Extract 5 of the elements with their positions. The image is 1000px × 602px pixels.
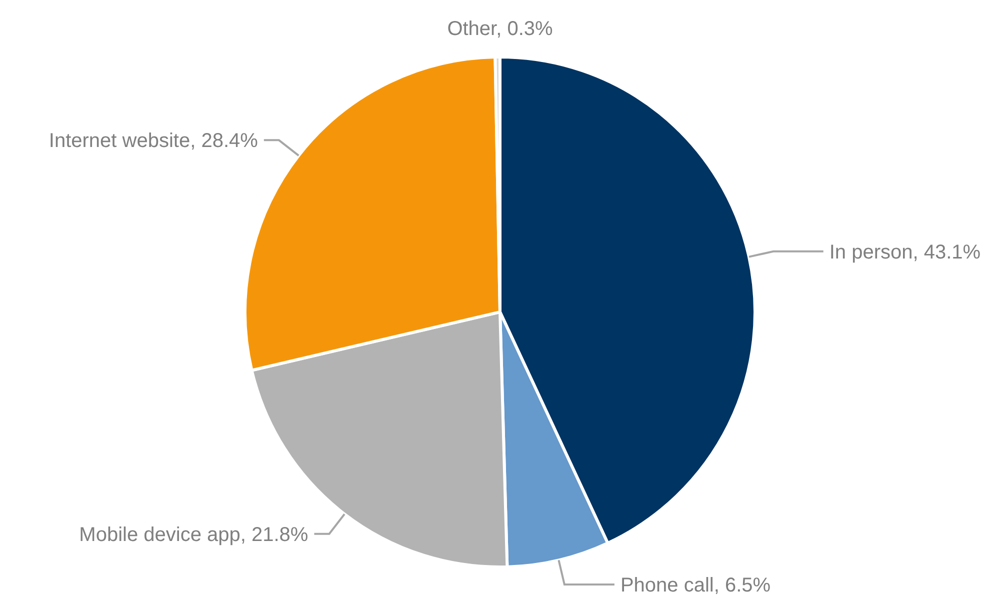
slice-label: Other, 0.3% (447, 18, 554, 40)
slice-label: Internet website, 28.4% (48, 130, 258, 152)
slice-label: In person, 43.1% (829, 241, 981, 264)
slice-label: Phone call, 6.5% (620, 574, 771, 596)
slice-label: Mobile device app, 21.8% (79, 524, 308, 546)
